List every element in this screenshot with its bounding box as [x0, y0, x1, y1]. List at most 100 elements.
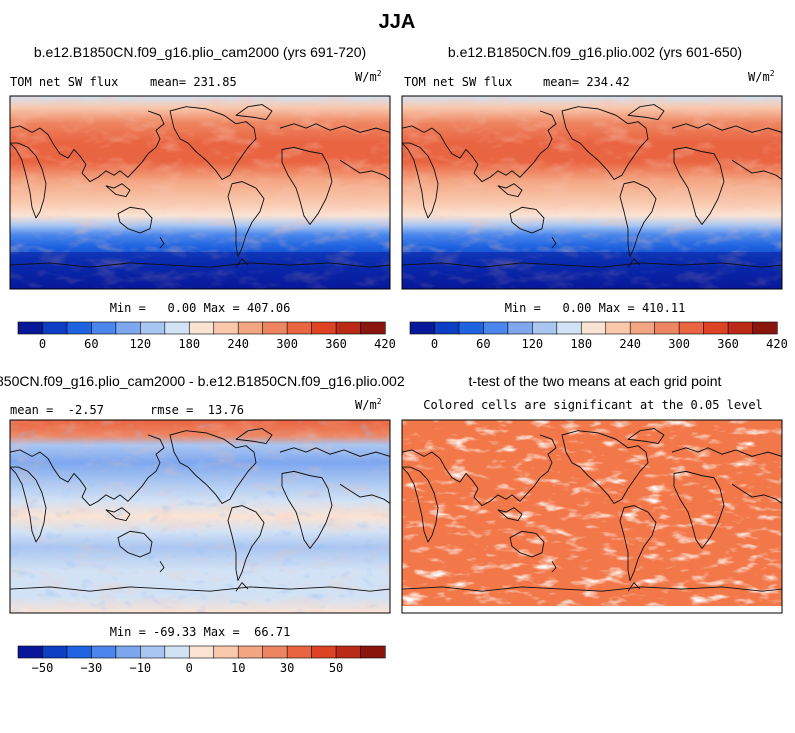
panel-title: b.e12.B1850CN.f09_g16.plio_cam2000 (yrs …: [34, 44, 366, 60]
colorbar-swatch: [237, 321, 264, 335]
mean-label: mean = -2.57: [10, 403, 104, 417]
map-border: [9, 95, 391, 290]
colorbar-swatch: [262, 645, 288, 659]
min-max-label: Min = 0.00 Max = 407.06: [110, 301, 291, 315]
colorbar-swatch: [605, 321, 631, 335]
colorbar-swatch: [678, 321, 705, 335]
panel-title: t-test of the two means at each grid poi…: [469, 373, 722, 389]
mean-label: mean= 234.42: [543, 75, 630, 89]
colorbar-tick-label: −50: [32, 661, 54, 675]
colorbar-swatch: [727, 321, 754, 335]
colorbar-tick-label: 240: [227, 337, 249, 351]
colorbar-top-left: 0 60 120 180 240 300 360 420: [17, 321, 396, 351]
colorbar-tick-label: 0: [431, 337, 438, 351]
colorbar-swatch: [360, 645, 386, 659]
colorbar-swatch: [164, 645, 190, 659]
map-texture-warm: [10, 420, 390, 613]
colorbar-swatch: [262, 321, 288, 335]
figure-title: JJA: [379, 11, 416, 33]
colorbar-swatch: [66, 645, 93, 659]
colorbar-swatch: [335, 321, 362, 335]
map-border: [9, 419, 391, 614]
colorbar-swatch: [703, 321, 729, 335]
colorbar-swatch: [458, 321, 484, 335]
map-frame: [401, 419, 783, 614]
colorbar-top-right: 0 60 120 180 240 300 360 420: [409, 321, 788, 351]
colorbar-swatch: [164, 321, 190, 335]
colorbar-swatch: [140, 321, 166, 335]
colorbar-tick-label: 180: [178, 337, 200, 351]
mean-label: mean= 231.85: [150, 75, 237, 89]
colorbar-tick-label: 0: [186, 661, 193, 675]
colorbar-tick-label: 10: [231, 661, 245, 675]
colorbar-swatch: [286, 645, 313, 659]
colorbar-tick-label: 60: [84, 337, 98, 351]
colorbar-tick-label: 0: [39, 337, 46, 351]
map-frame: [401, 95, 783, 290]
variable-label: TOM net SW flux: [404, 75, 512, 89]
colorbar-swatch: [213, 645, 239, 659]
colorbar-tick-label: −10: [129, 661, 151, 675]
colorbar-swatch: [91, 321, 117, 335]
colorbar-swatch: [91, 645, 117, 659]
colorbar-swatch: [654, 321, 680, 335]
colorbar-swatch: [286, 321, 313, 335]
colorbar-swatch: [311, 645, 337, 659]
map-frame: [9, 95, 391, 290]
colorbar-swatch: [115, 321, 141, 335]
panel-top-right: b.e12.B1850CN.f09_g16.plio.002 (yrs 601-…: [401, 44, 788, 351]
colorbar-tick-label: 120: [129, 337, 151, 351]
panel-bottom-left: 850CN.f09_g16.plio_cam2000 - b.e12.B1850…: [0, 373, 405, 675]
colorbar-swatch: [311, 321, 337, 335]
colorbar-swatch: [42, 645, 68, 659]
colorbar-swatch: [409, 321, 436, 335]
units-label: W/m2: [748, 69, 775, 84]
units-label: W/m2: [355, 397, 382, 412]
colorbar-swatch: [188, 645, 215, 659]
colorbar-swatch: [213, 321, 239, 335]
colorbar-swatch: [237, 645, 264, 659]
panel-subtitle: Colored cells are significant at the 0.0…: [423, 398, 763, 412]
rmse-label: rmse = 13.76: [150, 403, 244, 417]
colorbar-swatch: [752, 321, 778, 335]
colorbar-tick-label: 180: [570, 337, 592, 351]
colorbar-tick-label: 360: [325, 337, 347, 351]
colorbar-swatch: [629, 321, 656, 335]
colorbar-bottom-left: −50 −30 −10 0 10 30 50: [17, 645, 386, 675]
colorbar-tick-label: 300: [276, 337, 298, 351]
map-polar-band: [10, 252, 390, 289]
colorbar-swatch: [66, 321, 93, 335]
colorbar-swatch: [580, 321, 607, 335]
colorbar-tick-label: 60: [476, 337, 490, 351]
colorbar-swatch: [483, 321, 509, 335]
map-frame: [9, 419, 391, 614]
insignificant-cells: [402, 420, 782, 613]
colorbar-swatch: [42, 321, 68, 335]
colorbar-tick-label: −30: [81, 661, 103, 675]
map-polar-gap: [402, 606, 782, 613]
colorbar-tick-label: 420: [374, 337, 396, 351]
colorbar-swatch: [360, 321, 386, 335]
variable-label: TOM net SW flux: [10, 75, 118, 89]
panel-title: b.e12.B1850CN.f09_g16.plio.002 (yrs 601-…: [448, 44, 742, 60]
colorbar-tick-label: 420: [766, 337, 788, 351]
colorbar-swatch: [17, 321, 44, 335]
min-max-label: Min = -69.33 Max = 66.71: [110, 625, 291, 639]
colorbar-swatch: [115, 645, 141, 659]
colorbar-tick-label: 120: [521, 337, 543, 351]
colorbar-tick-label: 360: [717, 337, 739, 351]
map-polar-band: [402, 252, 782, 289]
panel-bottom-right: t-test of the two means at each grid poi…: [401, 373, 783, 614]
colorbar-tick-label: 240: [619, 337, 641, 351]
colorbar-swatch: [17, 645, 44, 659]
colorbar-swatch: [434, 321, 460, 335]
colorbar-swatch: [188, 321, 215, 335]
panel-title: 850CN.f09_g16.plio_cam2000 - b.e12.B1850…: [0, 373, 405, 389]
map-border: [401, 95, 783, 290]
colorbar-swatch: [335, 645, 362, 659]
colorbar-swatch: [556, 321, 582, 335]
colorbar-swatch: [532, 321, 558, 335]
colorbar-swatch: [140, 645, 166, 659]
